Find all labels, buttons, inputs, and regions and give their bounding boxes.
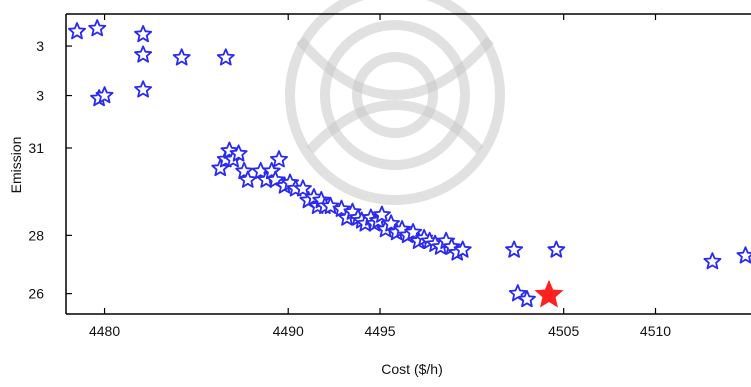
data-point [518, 290, 536, 308]
x-axis-label: Cost ($/h) [381, 361, 442, 377]
data-point [68, 22, 86, 40]
y-tick-label: 28 [28, 227, 44, 243]
data-point [229, 144, 248, 162]
y-tick-label: 26 [28, 286, 44, 302]
data-point [703, 252, 722, 270]
y-tick-label: 3 [36, 38, 44, 54]
data-point [372, 205, 391, 223]
watermark-emblem [285, 0, 505, 205]
data-point [211, 159, 230, 177]
data-point [134, 25, 153, 43]
data-point [216, 48, 235, 66]
x-tick-label: 4495 [364, 323, 395, 339]
x-tick-label: 4505 [548, 323, 579, 339]
data-point [238, 170, 257, 188]
data-point [293, 179, 312, 197]
y-axis-label: Emission [8, 137, 24, 194]
axes: 4480 4490 4495 4505 4510 3 3 31 28 26 [28, 13, 751, 339]
data-point [172, 48, 191, 66]
best-solution-point [534, 279, 564, 308]
data-point [736, 246, 751, 264]
x-tick-label: 4490 [273, 323, 304, 339]
data-points [68, 19, 751, 308]
data-point [134, 45, 153, 63]
data-point [505, 240, 524, 258]
data-point [95, 86, 114, 104]
y-tick-label: 31 [28, 140, 44, 156]
data-point [88, 19, 107, 37]
data-point [321, 196, 340, 214]
x-tick-label: 4510 [640, 323, 671, 339]
data-point [453, 240, 472, 258]
data-point [547, 240, 566, 258]
y-tick-label: 3 [36, 88, 44, 104]
x-tick-label: 4480 [89, 323, 120, 339]
data-point [134, 80, 153, 98]
data-point [270, 150, 288, 168]
